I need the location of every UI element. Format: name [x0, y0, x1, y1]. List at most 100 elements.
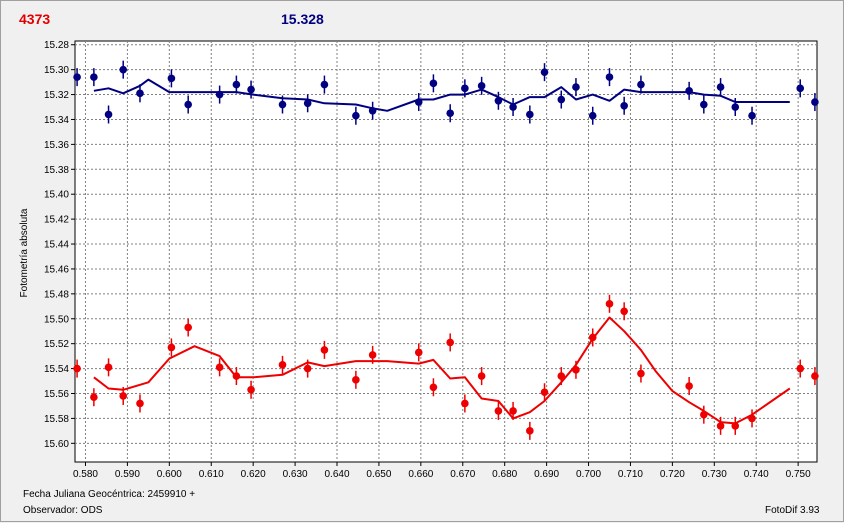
x-tick-label: 0.600	[157, 469, 182, 480]
y-axis-label: Fotometría absoluta	[19, 208, 30, 297]
x-tick-label: 0.580	[73, 469, 98, 480]
data-point	[509, 103, 517, 111]
data-point	[167, 74, 176, 83]
data-point	[494, 407, 503, 415]
data-point	[685, 382, 693, 390]
data-point	[461, 84, 469, 93]
data-point	[509, 407, 517, 415]
date-label: Fecha Juliana Geocéntrica: 2459910 +	[23, 489, 196, 500]
data-point	[73, 364, 81, 373]
data-point	[119, 65, 128, 74]
data-point	[685, 87, 693, 95]
data-point	[136, 399, 144, 408]
y-tick-label: 15.40	[44, 190, 69, 201]
data-point	[320, 346, 329, 354]
series-1	[73, 294, 819, 440]
data-point	[247, 85, 255, 94]
data-point	[526, 427, 534, 435]
x-tick-label: 0.690	[534, 469, 559, 480]
data-point	[572, 366, 580, 374]
data-point	[414, 348, 423, 357]
data-point	[215, 363, 224, 372]
data-point	[303, 364, 312, 373]
data-point	[136, 89, 144, 98]
data-point	[731, 422, 740, 430]
data-point	[605, 300, 614, 308]
series-0	[73, 60, 819, 125]
data-point	[557, 95, 566, 104]
x-tick-label: 0.680	[492, 469, 517, 480]
x-tick-label: 0.750	[786, 469, 811, 480]
data-point	[184, 100, 192, 109]
data-point	[446, 109, 454, 118]
series-layer	[73, 60, 819, 440]
data-point	[811, 372, 819, 380]
series-trend-line	[93, 78, 790, 112]
y-tick-label: 15.36	[44, 140, 69, 151]
x-tick-label: 0.730	[702, 469, 727, 480]
data-point	[605, 73, 614, 81]
data-point	[588, 333, 597, 342]
data-point	[620, 101, 628, 110]
data-point	[352, 111, 360, 120]
data-point	[572, 83, 580, 91]
data-point	[526, 110, 534, 119]
y-tick-label: 15.42	[44, 215, 69, 226]
data-point	[368, 351, 377, 359]
y-tick-label: 15.46	[44, 264, 69, 275]
x-tick-label: 0.720	[660, 469, 685, 480]
y-tick-label: 15.50	[44, 314, 69, 325]
data-point	[429, 383, 438, 392]
header-left-value: 4373	[19, 11, 51, 27]
data-point	[461, 399, 469, 408]
data-point	[716, 422, 725, 430]
data-point	[278, 100, 287, 109]
x-tick-label: 0.620	[241, 469, 266, 480]
series-trend-line	[93, 316, 791, 425]
x-tick-label: 0.640	[324, 469, 349, 480]
data-point	[104, 363, 113, 372]
x-tick-label: 0.660	[408, 469, 433, 480]
data-point	[796, 84, 805, 93]
y-tick-label: 15.44	[44, 240, 69, 251]
data-point	[637, 369, 645, 378]
data-point	[368, 106, 377, 115]
data-point	[700, 410, 708, 419]
y-tick-label: 15.38	[44, 165, 69, 176]
data-point	[278, 361, 287, 369]
data-point	[184, 323, 192, 332]
data-point	[620, 307, 628, 316]
data-point	[429, 79, 438, 88]
data-point	[588, 111, 597, 120]
y-tick-label: 15.30	[44, 65, 69, 76]
y-tick-label: 15.52	[44, 339, 69, 350]
data-point	[637, 80, 645, 89]
data-point	[90, 393, 98, 402]
x-tick-label: 0.710	[618, 469, 643, 480]
data-point	[446, 338, 454, 347]
data-point	[303, 99, 312, 108]
data-point	[167, 343, 176, 352]
data-point	[232, 372, 241, 380]
observer-label: Observador: ODS	[23, 505, 103, 516]
y-tick-label: 15.60	[44, 439, 69, 450]
y-tick-label: 15.28	[44, 40, 69, 51]
data-point	[119, 392, 128, 400]
y-tick-label: 15.54	[44, 364, 69, 375]
data-point	[414, 98, 423, 106]
y-tick-label: 15.32	[44, 90, 69, 101]
data-point	[73, 73, 81, 81]
x-tick-label: 0.740	[744, 469, 769, 480]
y-tick-label: 15.34	[44, 115, 69, 126]
x-tick-label: 0.650	[366, 469, 391, 480]
x-axis-ticks: 0.580 0.590 0.600 0.610 0.620 0.630 0.640 0.650…	[73, 462, 811, 480]
data-point	[352, 375, 360, 384]
y-tick-label: 15.58	[44, 414, 69, 425]
x-tick-label: 0.670	[450, 469, 475, 480]
data-point	[477, 372, 486, 380]
x-tick-label: 0.590	[115, 469, 140, 480]
data-point	[811, 98, 819, 106]
header-right-value: 15.328	[281, 11, 324, 27]
